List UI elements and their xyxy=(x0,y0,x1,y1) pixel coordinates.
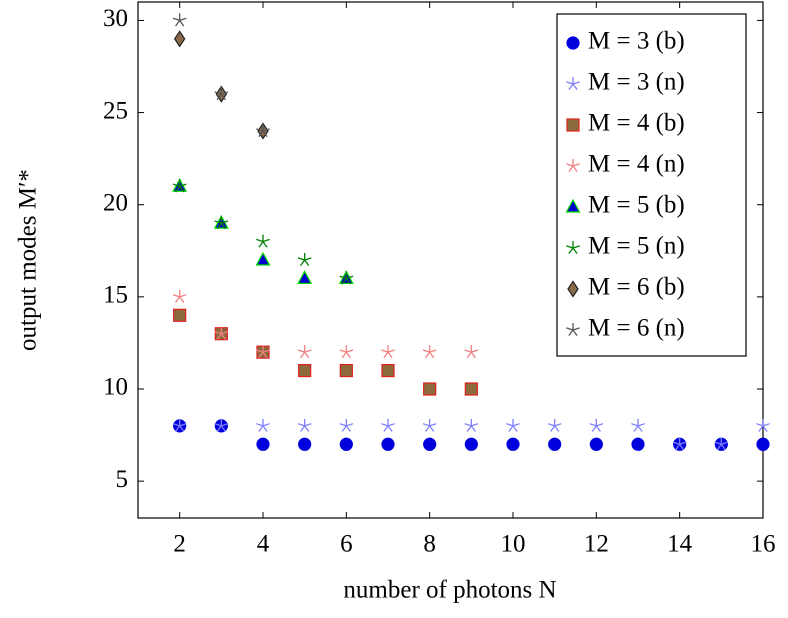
marker xyxy=(381,345,395,359)
marker xyxy=(714,437,729,451)
plot-frame xyxy=(137,1,764,519)
marker xyxy=(172,179,187,193)
marker xyxy=(172,418,187,432)
legend-label: M = 6 (n) xyxy=(588,315,685,342)
marker xyxy=(566,159,580,173)
marker xyxy=(256,345,270,359)
marker xyxy=(214,216,229,230)
marker xyxy=(547,418,562,432)
marker xyxy=(339,418,354,432)
marker xyxy=(214,87,229,101)
marker xyxy=(506,418,520,432)
marker xyxy=(173,308,187,322)
marker xyxy=(422,418,437,432)
x-tick-label: 8 xyxy=(423,531,436,558)
marker xyxy=(339,363,353,378)
marker xyxy=(214,418,229,432)
y-tick-label: 20 xyxy=(103,189,128,216)
marks xyxy=(172,13,770,451)
x-tick-label: 10 xyxy=(501,531,526,558)
marker xyxy=(256,234,270,248)
y-tick-label: 5 xyxy=(116,466,129,493)
marker xyxy=(256,418,270,432)
marker xyxy=(423,382,437,396)
x-tick-label: 14 xyxy=(667,531,693,558)
y-tick-label: 30 xyxy=(103,5,128,32)
marker xyxy=(464,382,478,396)
y-tick-label: 10 xyxy=(103,374,128,401)
marker xyxy=(297,253,312,267)
marker xyxy=(464,437,478,451)
marker xyxy=(339,437,353,451)
marker xyxy=(381,418,395,432)
y-tick-label: 25 xyxy=(103,97,128,124)
marker xyxy=(567,280,579,298)
legend-label: M = 3 (n) xyxy=(588,69,685,96)
marker xyxy=(506,437,520,451)
marker xyxy=(464,418,479,432)
x-tick-label: 12 xyxy=(584,531,609,558)
marker xyxy=(339,345,354,359)
marker xyxy=(381,437,395,451)
legend-label: M = 6 (b) xyxy=(588,274,685,301)
marker xyxy=(566,77,580,91)
marker xyxy=(756,437,770,451)
legend-label: M = 5 (b) xyxy=(588,192,685,219)
marker xyxy=(172,13,187,27)
marker xyxy=(423,437,437,451)
marker xyxy=(214,326,229,340)
marker xyxy=(173,30,186,48)
marker xyxy=(297,418,312,432)
marker xyxy=(566,118,580,132)
marker xyxy=(566,36,580,50)
x-tick-label: 16 xyxy=(751,531,776,558)
marker xyxy=(756,418,770,432)
marker xyxy=(589,418,604,432)
marker xyxy=(256,437,270,451)
marker xyxy=(255,251,271,266)
marker xyxy=(256,124,270,138)
marker xyxy=(631,437,645,451)
marker xyxy=(631,418,645,432)
x-tick-label: 6 xyxy=(340,531,353,558)
marker xyxy=(422,345,437,359)
marker xyxy=(464,345,479,359)
marker xyxy=(672,437,687,451)
marker xyxy=(589,437,603,451)
legend xyxy=(556,13,747,357)
marker xyxy=(339,271,354,285)
x-tick-label: 4 xyxy=(257,531,270,558)
marker xyxy=(566,241,580,255)
legend-label: M = 4 (n) xyxy=(588,151,685,178)
marker xyxy=(298,437,312,451)
legend-label: M = 4 (b) xyxy=(588,110,685,137)
marker xyxy=(381,363,395,378)
marker xyxy=(298,363,312,378)
legend-label: M = 5 (n) xyxy=(588,233,685,260)
marker xyxy=(548,437,562,451)
y-axis-label: output modes M′* xyxy=(15,169,42,351)
x-tick-label: 2 xyxy=(173,531,186,558)
marker xyxy=(297,345,312,359)
x-axis-label: number of photons N xyxy=(343,577,556,604)
marker xyxy=(566,323,580,337)
marker xyxy=(172,289,187,303)
marker xyxy=(297,270,313,285)
y-tick-label: 15 xyxy=(103,282,128,309)
marker xyxy=(565,198,581,213)
legend-label: M = 3 (b) xyxy=(588,28,685,55)
